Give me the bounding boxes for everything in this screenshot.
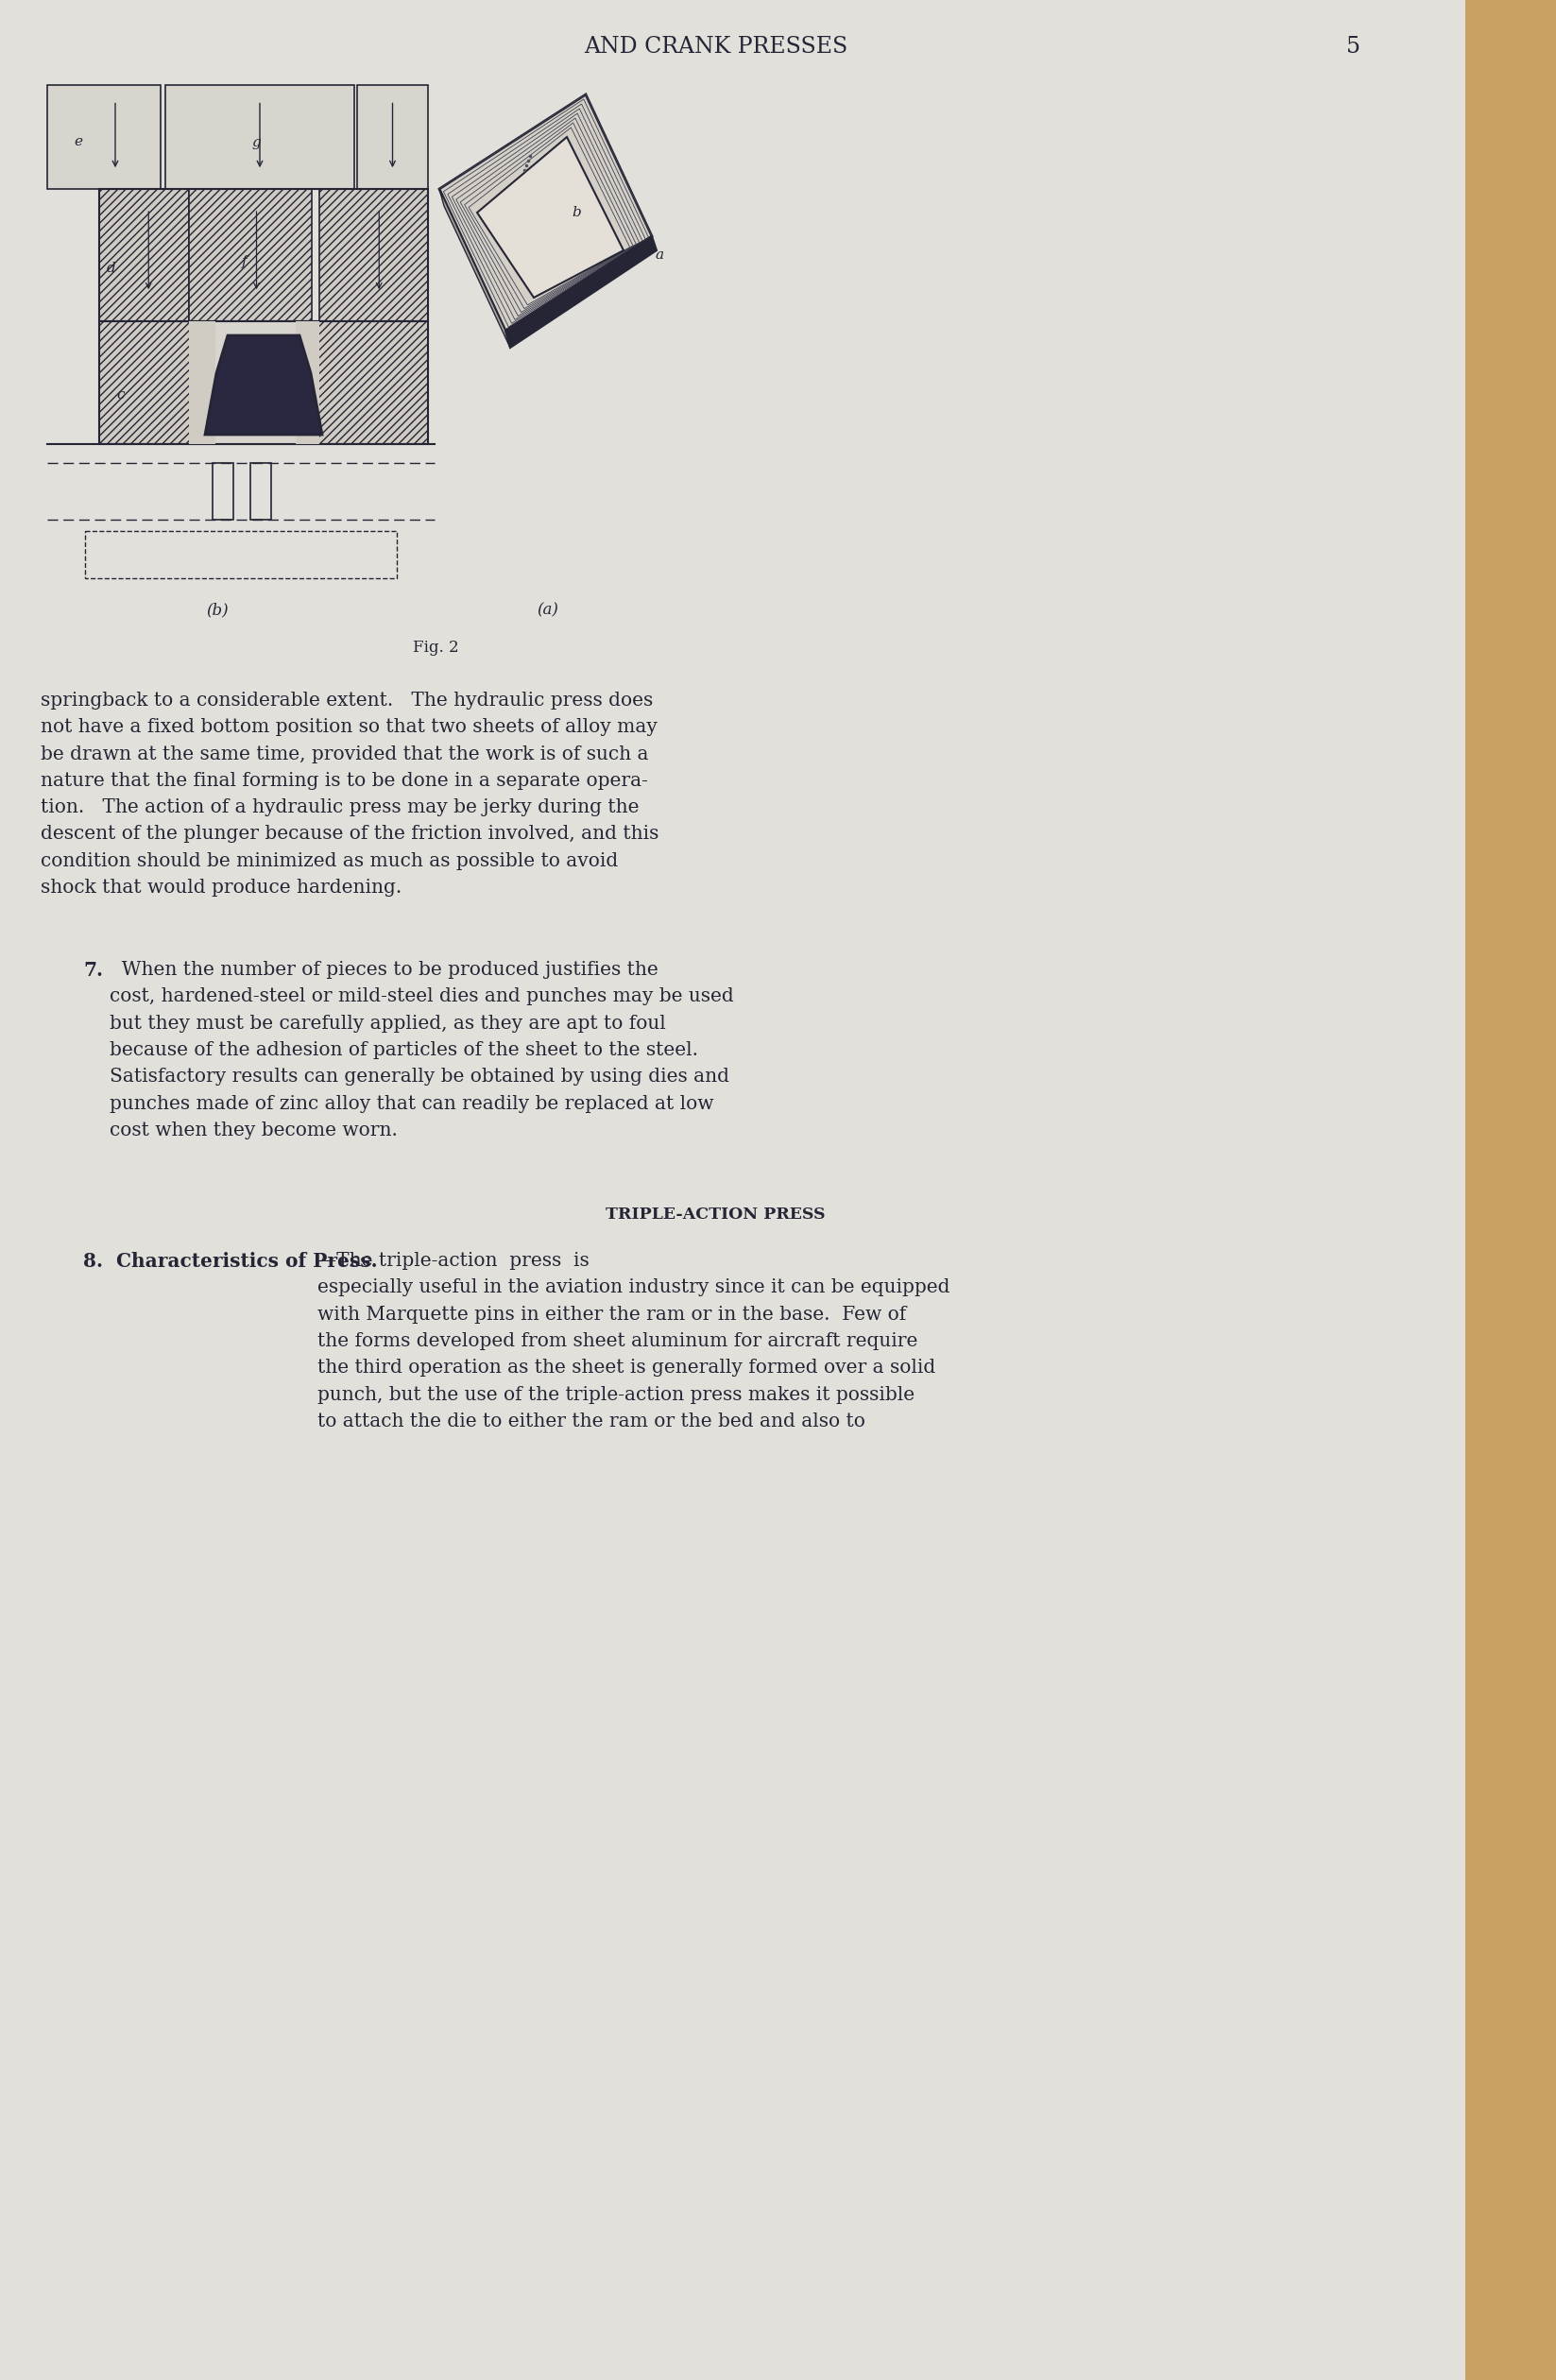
Text: —The triple-action  press  is
especially useful in the aviation industry since i: —The triple-action press is especially u…: [317, 1252, 951, 1430]
Text: g: g: [252, 136, 261, 150]
Polygon shape: [506, 236, 657, 347]
Bar: [100, 321, 428, 445]
Text: 5: 5: [1346, 36, 1362, 57]
Bar: [100, 188, 188, 321]
Text: b: b: [571, 207, 580, 219]
Text: (b): (b): [205, 602, 229, 619]
Bar: [319, 188, 428, 321]
Bar: [1466, 0, 1556, 2380]
Polygon shape: [439, 188, 510, 347]
Text: d: d: [107, 262, 117, 276]
Text: f: f: [241, 255, 247, 269]
Text: i: i: [257, 347, 261, 362]
Text: (a): (a): [537, 602, 559, 619]
Polygon shape: [439, 95, 652, 331]
Bar: [251, 464, 271, 519]
Bar: [47, 86, 160, 188]
Bar: [165, 86, 355, 188]
Text: When the number of pieces to be produced justifies the
cost, hardened-steel or m: When the number of pieces to be produced…: [109, 962, 734, 1140]
Text: e: e: [73, 136, 82, 150]
Text: 8.  Characteristics of Press.: 8. Characteristics of Press.: [82, 1252, 378, 1271]
Text: springback to a considerable extent.   The hydraulic press does
not have a fixed: springback to a considerable extent. The…: [40, 693, 658, 897]
Text: h: h: [257, 381, 266, 395]
Text: a: a: [655, 248, 663, 262]
Text: TRIPLE-ACTION PRESS: TRIPLE-ACTION PRESS: [605, 1207, 826, 1223]
Bar: [188, 321, 319, 445]
Text: AND CRANK PRESSES: AND CRANK PRESSES: [584, 36, 848, 57]
Bar: [358, 86, 428, 188]
Bar: [188, 321, 215, 445]
Text: Fig. 2: Fig. 2: [412, 640, 459, 657]
Bar: [188, 188, 311, 321]
Polygon shape: [205, 336, 322, 436]
Text: 7.: 7.: [82, 962, 103, 981]
Bar: [100, 188, 428, 321]
Bar: [100, 321, 428, 445]
Bar: [296, 321, 319, 445]
Bar: [213, 464, 233, 519]
Text: c: c: [117, 388, 124, 402]
Bar: [86, 531, 397, 578]
Polygon shape: [478, 138, 624, 298]
